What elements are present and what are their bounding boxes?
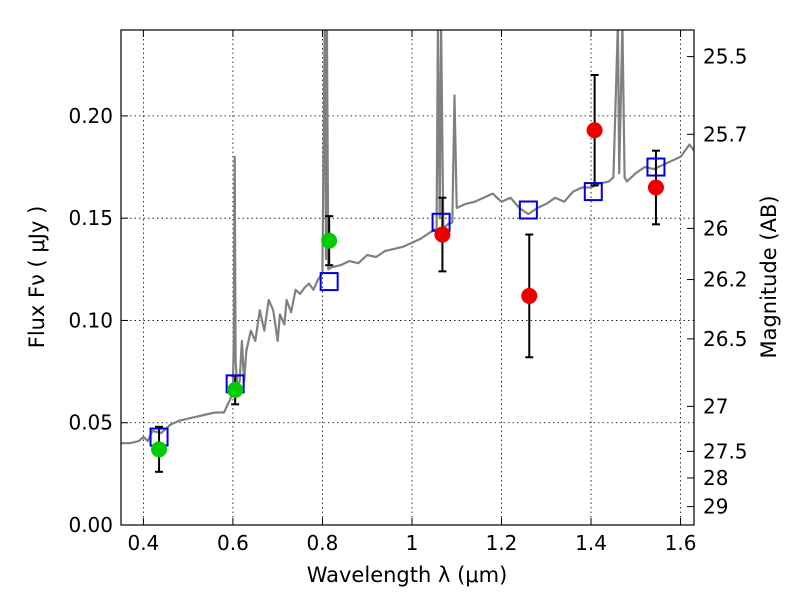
observed-point-green: [227, 382, 244, 398]
grid: [121, 30, 694, 526]
observed-point-red: [647, 179, 664, 196]
right-tick-label: 25.7: [703, 122, 748, 146]
y-tick-label: 0.05: [68, 411, 113, 435]
y-tick-label: 0.00: [68, 513, 113, 537]
ticks-layer: 0.4 0.6 0.8 1 1.2 1.4 1.6 0.00 0.05 0.10 0.15 0.20 2…: [68, 30, 748, 555]
y-tick-label: 0.20: [68, 104, 113, 128]
right-tick-label: 26.2: [703, 268, 748, 292]
right-tick-label: 26.5: [703, 327, 748, 351]
x-axis-title: Wavelength λ (μm): [307, 563, 508, 587]
points-layer: [149, 74, 666, 473]
y-tick-label: 0.15: [68, 206, 113, 230]
y-axis-title: Flux Fν ( μJy ): [25, 206, 49, 349]
model-box: [518, 200, 538, 220]
observed-point-red: [521, 287, 538, 304]
right-tick-label: 27: [703, 394, 728, 418]
model-box: [646, 157, 666, 177]
x-tick-label: 1.4: [575, 531, 607, 555]
observed-point-red: [586, 122, 603, 139]
x-tick-label: 1: [406, 531, 419, 555]
right-tick-label: 29: [703, 495, 728, 519]
x-tick-label: 0.4: [127, 531, 159, 555]
right-axis-title: Magnitude (AB): [757, 195, 781, 358]
spectrum-line: [121, 30, 694, 445]
right-tick-label: 26: [703, 216, 728, 240]
y-tick-label: 0.10: [68, 308, 113, 332]
observed-point-green: [151, 441, 168, 458]
right-tick-label: 27.5: [703, 439, 748, 463]
observed-point-green: [321, 232, 338, 249]
plot-frame: [120, 29, 695, 526]
observed-point-red: [434, 226, 451, 243]
right-tick-label: 28: [703, 466, 728, 490]
x-tick-label: 1.6: [665, 531, 697, 555]
x-tick-label: 0.8: [307, 531, 339, 555]
x-tick-label: 0.6: [217, 531, 249, 555]
model-box: [319, 272, 339, 292]
x-tick-label: 1.2: [486, 531, 518, 555]
right-tick-label: 25.5: [703, 45, 748, 69]
model-box: [583, 182, 603, 202]
spectrum-layer: [121, 30, 694, 445]
